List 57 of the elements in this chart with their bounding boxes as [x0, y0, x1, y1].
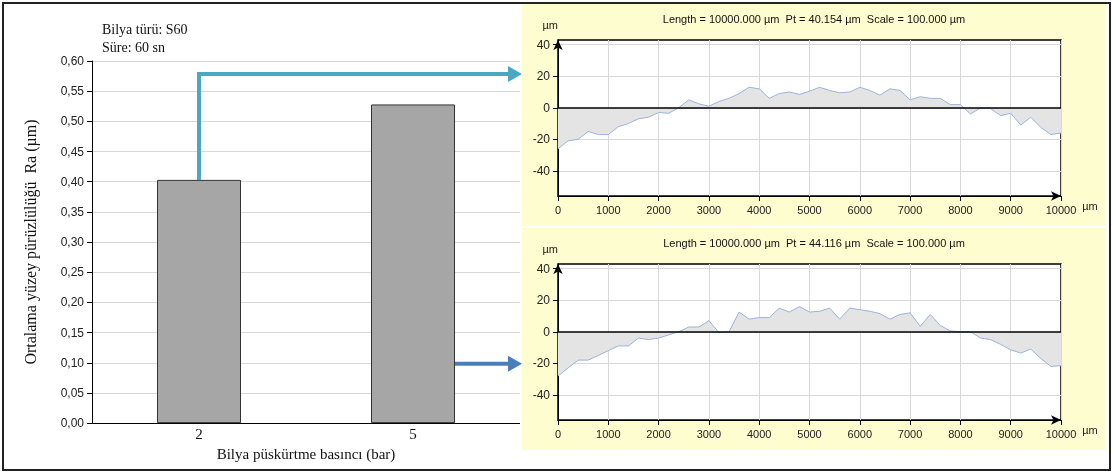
x-tick-label: 7000	[897, 203, 923, 216]
y-tick-label: -40	[532, 387, 551, 402]
y-tick-label: 0,50	[60, 114, 85, 129]
y-tick-label: 0,55	[60, 84, 85, 99]
x-tick-label: 8000	[948, 203, 973, 216]
y-tick-label: 0,30	[60, 235, 85, 250]
x-tick-label: 1000	[596, 203, 621, 216]
text: Süre: 60 sn	[102, 39, 165, 55]
x-tick-label: 4000	[746, 427, 772, 440]
y-tick-label: 40	[536, 261, 551, 276]
y-axis-title: Ortalama yüzey pürüzlülüğü Ra (µm)	[21, 119, 40, 365]
x-tick-label: 2	[195, 425, 203, 442]
x-tick-label: 3000	[696, 427, 722, 440]
x-tick-label: 9000	[998, 203, 1023, 216]
y-tick-label: 20	[536, 293, 551, 308]
x-tick-label: 2000	[646, 203, 671, 216]
text: Bilya türü: S60	[102, 21, 188, 37]
x-axis-title: µm	[1082, 423, 1098, 436]
y-tick-label: 0,45	[60, 144, 85, 159]
x-tick-label: 1000	[596, 427, 621, 440]
y-tick-label: 0,35	[60, 204, 85, 219]
x-tick-label: 6000	[847, 427, 873, 440]
y-tick-label: 40	[536, 37, 551, 52]
x-tick-label: 9000	[998, 427, 1023, 440]
y-tick-label: 0,25	[60, 265, 85, 280]
chart-title: Length = 10000.000 µm Pt = 44.116 µm Scale = 100.000 µm	[663, 236, 965, 249]
y-tick-label: 0,10	[60, 355, 85, 370]
y-tick-label: 0,60	[60, 54, 85, 68]
x-tick-label: 7000	[897, 427, 923, 440]
y-tick-label: 0,20	[60, 295, 85, 310]
x-tick-label: 2000	[646, 427, 671, 440]
x-tick-label: 3000	[696, 203, 722, 216]
chart-title: Length = 10000.000 µm Pt = 40.154 µm Scale = 100.000 µm	[662, 12, 966, 25]
y-tick-label: -20	[532, 132, 551, 147]
y-tick-label: -20	[532, 356, 551, 371]
x-tick-label: 5000	[797, 427, 822, 440]
x-tick-label: 10000	[1045, 427, 1077, 440]
y-tick-label: 0,00	[60, 416, 85, 431]
y-axis-title: µm	[542, 242, 558, 255]
x-tick-label: 10000	[1045, 203, 1077, 216]
y-tick-label: 0,05	[60, 385, 85, 400]
x-tick-label: 0	[554, 203, 562, 216]
x-axis-title: µm	[1082, 199, 1098, 212]
y-axis-title: µm	[542, 18, 558, 31]
y-tick-label: 0	[543, 100, 551, 115]
y-tick-label: 20	[536, 69, 551, 84]
x-tick-label: 0	[554, 427, 562, 440]
x-tick-label: 8000	[948, 427, 973, 440]
x-tick-label: 6000	[847, 203, 873, 216]
y-tick-label: -40	[532, 163, 551, 178]
y-tick-label: 0,40	[60, 174, 85, 189]
x-tick-label: 4000	[746, 203, 772, 216]
x-axis-title: Bilya püskürtme basıncı (bar)	[216, 445, 396, 463]
x-tick-label: 5	[409, 425, 417, 442]
y-tick-label: 0,15	[60, 325, 85, 340]
y-tick-label: 0	[543, 324, 551, 339]
x-tick-label: 5000	[797, 203, 822, 216]
